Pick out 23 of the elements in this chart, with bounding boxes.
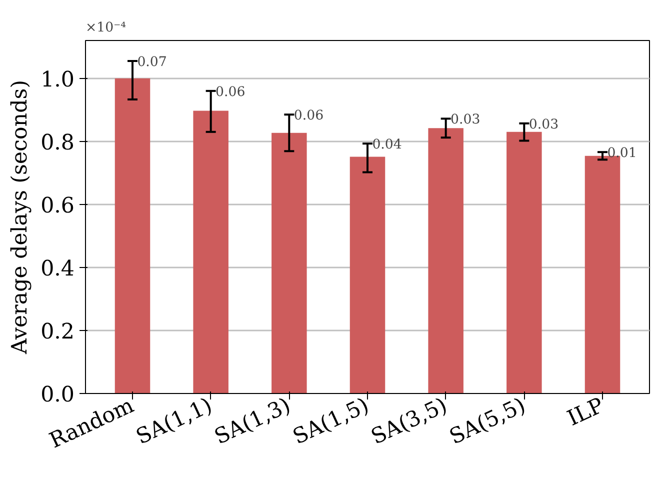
text: ×10⁻⁴: [86, 20, 126, 36]
bar: [428, 128, 464, 394]
bar: [272, 132, 307, 394]
y-tick-label: 0.4: [40, 256, 75, 282]
y-tick-label: 0.0: [40, 382, 75, 408]
x-tick-label: ILP: [564, 393, 608, 432]
y-tick-label: 1.0: [40, 67, 75, 92]
annotation: 0.03: [528, 117, 559, 132]
bar: [350, 156, 386, 394]
y-axis-title: Average delays (seconds): [8, 80, 33, 356]
annotation: 0.06: [216, 84, 246, 100]
annotation: 0.06: [294, 108, 324, 124]
y-tick-label: 0.6: [40, 193, 75, 218]
bar: [114, 78, 150, 394]
annotation: 0.03: [450, 112, 480, 128]
y-tick-label: 0.2: [40, 319, 75, 344]
annotation: 0.01: [607, 146, 637, 162]
annotation: 0.07: [137, 54, 167, 70]
bar: [506, 132, 542, 394]
annotation: 0.04: [372, 138, 402, 153]
bar: [584, 156, 620, 394]
bar: [193, 110, 228, 394]
y-tick-label: 0.8: [40, 130, 75, 156]
